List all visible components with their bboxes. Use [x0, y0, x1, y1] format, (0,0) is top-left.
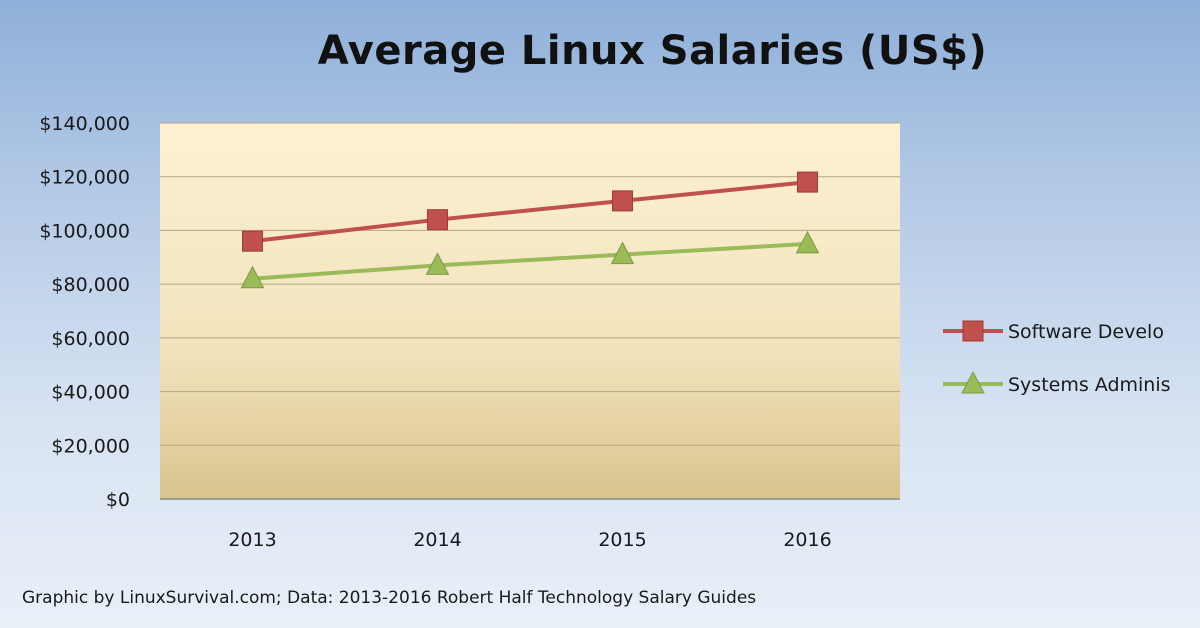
x-tick-label: 2016 — [783, 529, 831, 551]
x-tick-label: 2015 — [598, 529, 646, 551]
data-point — [610, 241, 635, 265]
y-tick-label: $0 — [106, 489, 130, 511]
data-point — [797, 171, 818, 193]
data-point — [425, 252, 450, 275]
plot-area — [160, 123, 900, 499]
x-tick-label: 2013 — [228, 529, 276, 551]
legend-marker — [961, 370, 985, 394]
chart-title: Average Linux Salaries (US$) — [317, 28, 988, 74]
source-footnote: Graphic by LinuxSurvival.com; Data: 2013… — [22, 588, 757, 608]
y-tick-label: $140,000 — [39, 113, 130, 135]
legend-label: Systems Adminis — [1008, 374, 1171, 396]
data-point — [612, 190, 633, 212]
data-point — [427, 209, 448, 231]
y-tick-label: $100,000 — [39, 220, 130, 242]
legend-label: Software Develo — [1008, 321, 1164, 343]
y-tick-label: $20,000 — [51, 435, 130, 457]
data-point — [795, 230, 820, 254]
y-tick-label: $60,000 — [51, 328, 130, 350]
y-tick-label: $80,000 — [51, 274, 130, 296]
data-point — [240, 265, 265, 289]
data-point — [242, 230, 263, 252]
legend-marker — [962, 320, 984, 342]
series-line-0 — [252, 180, 808, 244]
y-tick-label: $40,000 — [51, 382, 130, 404]
x-tick-label: 2014 — [413, 529, 461, 551]
series-line-1 — [252, 241, 808, 281]
y-tick-label: $120,000 — [39, 167, 130, 189]
